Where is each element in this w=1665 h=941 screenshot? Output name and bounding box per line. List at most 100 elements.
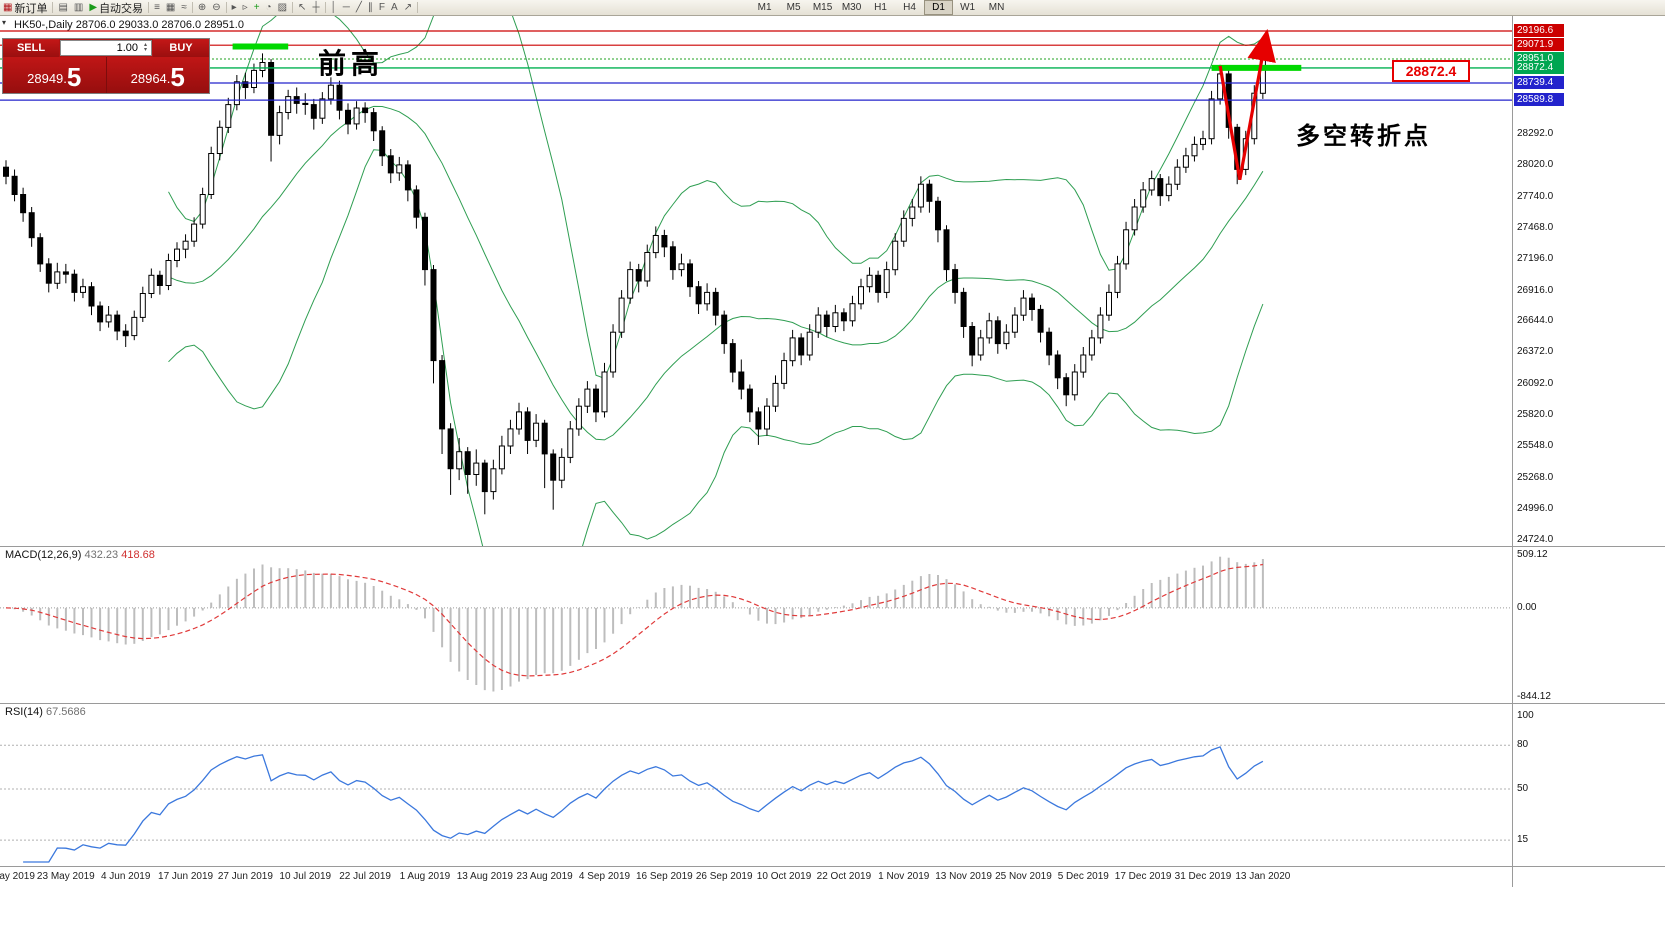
rsi-header: RSI(14) 67.5686 bbox=[5, 706, 86, 718]
macd-value-signal: 418.68 bbox=[121, 549, 155, 561]
timeframe-W1[interactable]: W1 bbox=[960, 2, 976, 13]
timeframe-M5[interactable]: M5 bbox=[786, 2, 801, 13]
toolbar-channel-tool[interactable]: ∥ bbox=[365, 1, 376, 14]
rsi-axis-label: 100 bbox=[1517, 710, 1534, 721]
volume-up-icon[interactable]: ▴ bbox=[143, 42, 147, 48]
timeframe-M15[interactable]: M15 bbox=[812, 2, 833, 13]
toolbar: ▦ 新订单 ▤ ▥ ▶ 自动交易 ≡ ▦ ≈ ⊕ ⊖ ▸ ▹ + ◔ ▨ ↖ ┼ │ ─ ╱ ∥ F A ↗ M1 M5 M15 M30… bbox=[0, 0, 1665, 16]
vertical-line-tool-icon: │ bbox=[330, 2, 337, 13]
date-label: 22 Oct 2019 bbox=[816, 871, 872, 882]
chart-shift-icon: ▹ bbox=[242, 2, 248, 13]
toolbar-text-tool[interactable]: A bbox=[388, 1, 401, 14]
periods-icon: ◔ bbox=[265, 2, 272, 13]
toolbar-fibonacci-tool[interactable]: F bbox=[376, 1, 388, 14]
toolbar-separator bbox=[191, 2, 193, 13]
price-label-29196.6[interactable]: 29196.6 bbox=[1514, 24, 1564, 37]
toolbar-crosshair[interactable]: ┼ bbox=[309, 1, 322, 14]
candles bbox=[3, 39, 1266, 515]
bollinger-lower bbox=[168, 149, 1264, 546]
toolbar-arrow-tool[interactable]: ↗ bbox=[401, 1, 415, 14]
timeframe-H1[interactable]: H1 bbox=[874, 2, 887, 13]
macd-chart[interactable] bbox=[0, 547, 1512, 703]
timeframe-D1[interactable]: D1 bbox=[924, 0, 954, 15]
trend-arrow[interactable] bbox=[1218, 28, 1276, 180]
date-label: 4 Sep 2019 bbox=[578, 871, 631, 882]
toolbar-auto-scroll[interactable]: ▸ bbox=[229, 1, 240, 14]
toolbar-chart-window[interactable]: ▤ bbox=[55, 1, 70, 14]
buy-button[interactable]: BUY bbox=[153, 39, 209, 57]
date-label: 26 Sep 2019 bbox=[695, 871, 753, 882]
price-tick: 26372.0 bbox=[1517, 346, 1554, 358]
buy-price[interactable]: 28964. 5 bbox=[130, 62, 185, 92]
toolbar-chart-shift[interactable]: ▹ bbox=[240, 1, 251, 14]
toolbar-periods[interactable]: ◔ bbox=[263, 1, 275, 14]
toolbar-zoom-in[interactable]: ⊕ bbox=[195, 1, 209, 14]
price-tick: 25268.0 bbox=[1517, 472, 1554, 484]
volume-field[interactable]: 1.00 ▴ ▾ bbox=[60, 40, 152, 56]
toolbar-zoom-out[interactable]: ⊖ bbox=[209, 1, 223, 14]
toolbar-cursor[interactable]: ↖ bbox=[295, 1, 309, 14]
rsi-axis[interactable]: 100 80 50 15 bbox=[1512, 704, 1665, 866]
price-tick: 24724.0 bbox=[1517, 534, 1554, 545]
date-label: 17 Jun 2019 bbox=[158, 871, 214, 882]
price-label-28589.8[interactable]: 28589.8 bbox=[1514, 93, 1564, 107]
indicators-add-icon: + bbox=[253, 2, 260, 13]
price-label-28872.4[interactable]: 28872.4 bbox=[1514, 60, 1564, 74]
date-label: 23 May 2019 bbox=[36, 871, 95, 882]
toolbar-separator bbox=[148, 2, 150, 13]
macd-histogram bbox=[13, 556, 1264, 692]
price-chart[interactable] bbox=[0, 16, 1512, 546]
toolbar-indicators-add[interactable]: + bbox=[251, 1, 263, 14]
price-label-29071.9[interactable]: 29071.9 bbox=[1514, 38, 1564, 52]
new-order-icon: ▦ bbox=[3, 2, 13, 13]
macd-axis[interactable]: 509.12 0.00 -844.12 bbox=[1512, 547, 1665, 703]
toolbar-line-chart-mode[interactable]: ≈ bbox=[178, 1, 190, 14]
profiles-icon: ▥ bbox=[73, 2, 84, 13]
toolbar-auto-trading[interactable]: ▶ 自动交易 bbox=[86, 1, 146, 15]
timeframe-H4[interactable]: H4 bbox=[903, 2, 916, 13]
macd-axis-label: 0.00 bbox=[1517, 601, 1537, 613]
one-click-collapse-arrow[interactable]: ▾ bbox=[2, 18, 7, 27]
annotation-price-tag[interactable]: 28872.4 bbox=[1392, 60, 1470, 82]
volume-value: 1.00 bbox=[116, 42, 138, 54]
toolbar-new-order[interactable]: ▦ 新订单 bbox=[0, 1, 50, 15]
timeframe-MN[interactable]: MN bbox=[988, 2, 1005, 13]
toolbar-separator bbox=[225, 2, 227, 13]
date-label: 31 Dec 2019 bbox=[1174, 871, 1232, 882]
toolbar-profiles[interactable]: ▥ bbox=[71, 1, 86, 14]
toolbar-trendline-tool[interactable]: ╱ bbox=[353, 1, 365, 14]
macd-label: MACD(12,26,9) bbox=[5, 549, 82, 561]
price-tick: 26916.0 bbox=[1517, 284, 1554, 296]
cursor-icon: ↖ bbox=[298, 2, 307, 13]
date-label: 16 Sep 2019 bbox=[635, 871, 693, 882]
date-label: 10 May 2019 bbox=[0, 871, 35, 882]
chart-window-icon: ▤ bbox=[58, 2, 68, 13]
rsi-chart[interactable] bbox=[0, 704, 1512, 866]
toolbar-vertical-line-tool[interactable]: │ bbox=[328, 1, 340, 14]
timeframe-M30[interactable]: M30 bbox=[841, 2, 862, 13]
auto-scroll-icon: ▸ bbox=[231, 2, 237, 13]
sell-button[interactable]: SELL bbox=[3, 39, 59, 57]
volume-spinner[interactable]: ▴ ▾ bbox=[140, 42, 151, 53]
volume-down-icon[interactable]: ▾ bbox=[143, 47, 147, 53]
date-label: 25 Nov 2019 bbox=[995, 871, 1052, 882]
bollinger-middle bbox=[168, 105, 1264, 441]
toolbar-separator bbox=[292, 2, 294, 13]
toolbar-templates[interactable]: ▨ bbox=[275, 1, 290, 14]
toolbar-candle-chart-mode[interactable]: ▦ bbox=[163, 1, 178, 14]
text-tool-icon: A bbox=[391, 2, 398, 13]
rsi-label: RSI(14) bbox=[5, 706, 43, 718]
toolbar-horizontal-line-tool[interactable]: ─ bbox=[340, 1, 353, 14]
timeframe-M1[interactable]: M1 bbox=[757, 2, 772, 13]
new-order-label: 新订单 bbox=[14, 2, 48, 15]
toolbar-separator bbox=[417, 2, 419, 13]
crosshair-icon: ┼ bbox=[312, 2, 320, 13]
auto-trading-icon: ▶ bbox=[89, 2, 98, 13]
sell-price[interactable]: 28949. 5 bbox=[27, 62, 82, 92]
timeframe-toolbar: M1 M5 M15 M30 H1 H4 D1 W1 MN bbox=[750, 0, 1011, 15]
date-label: 5 Dec 2019 bbox=[1057, 871, 1109, 882]
toolbar-bar-chart-mode[interactable]: ≡ bbox=[151, 1, 163, 14]
price-axis[interactable]: 28292.0 28020.0 27740.0 27468.0 27196.0 26916… bbox=[1512, 16, 1665, 546]
price-label-28739.4[interactable]: 28739.4 bbox=[1514, 76, 1564, 90]
